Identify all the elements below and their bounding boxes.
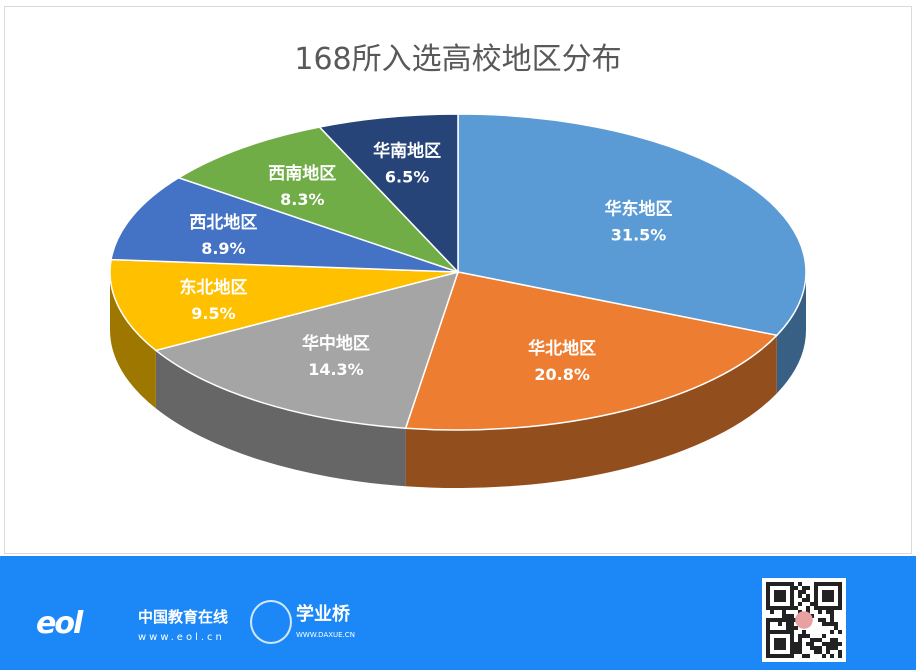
pie-side-1 (405, 335, 777, 489)
slice-label: 西南地区 (268, 163, 336, 184)
pie-slice (176, 126, 459, 273)
xueyeqiao-name: 学业桥 (296, 604, 350, 625)
slice-value-label: 8.9% (201, 239, 245, 258)
pie-side-0 (776, 272, 806, 394)
pie-labels: 华东地区 31.5% 华北地区 20.8% 华中地区 14.3% 东北地区 9.5% 西北地区 8… (179, 141, 672, 384)
slice-value-label: 9.5% (191, 304, 235, 323)
slice-label: 华东地区 (605, 198, 673, 219)
qr-code (762, 578, 846, 662)
slice-label: 华中地区 (302, 333, 370, 354)
pie-slice (318, 113, 459, 274)
eol-name: 中国教育在线 (138, 608, 229, 626)
eol-logo-mark: eol (36, 606, 83, 641)
slice-label: 西北地区 (189, 212, 257, 233)
pie-chart: 华东地区 31.5% 华北地区 20.8% 华中地区 14.3% 东北地区 9.5% 西北地区 8… (109, 113, 807, 489)
pie-side-2 (155, 350, 406, 487)
xueyeqiao-emblem-icon (250, 600, 292, 644)
pie-tops (109, 113, 807, 431)
slice-value-label: 6.5% (385, 168, 429, 187)
xueyeqiao-url: WWW.DAXUE.CN (296, 631, 355, 639)
pie-slice (154, 270, 460, 429)
slice-value-label: 31.5% (611, 225, 667, 244)
slice-label: 华北地区 (528, 338, 596, 359)
pie-side-3 (110, 272, 156, 409)
pie-slice (404, 271, 779, 431)
slice-label: 华南地区 (373, 141, 441, 162)
slice-value-label: 20.8% (534, 365, 590, 384)
pie-slice (110, 176, 459, 273)
pie-slice (457, 113, 807, 337)
eol-url: www.eol.cn (138, 632, 225, 643)
chart-title: 168所入选高校地区分布 (294, 42, 622, 77)
pie-sides (110, 272, 806, 489)
slice-value-label: 14.3% (308, 360, 364, 379)
slice-value-label: 8.3% (280, 190, 324, 209)
pie-slice (109, 258, 459, 352)
slice-label: 东北地区 (179, 277, 247, 298)
